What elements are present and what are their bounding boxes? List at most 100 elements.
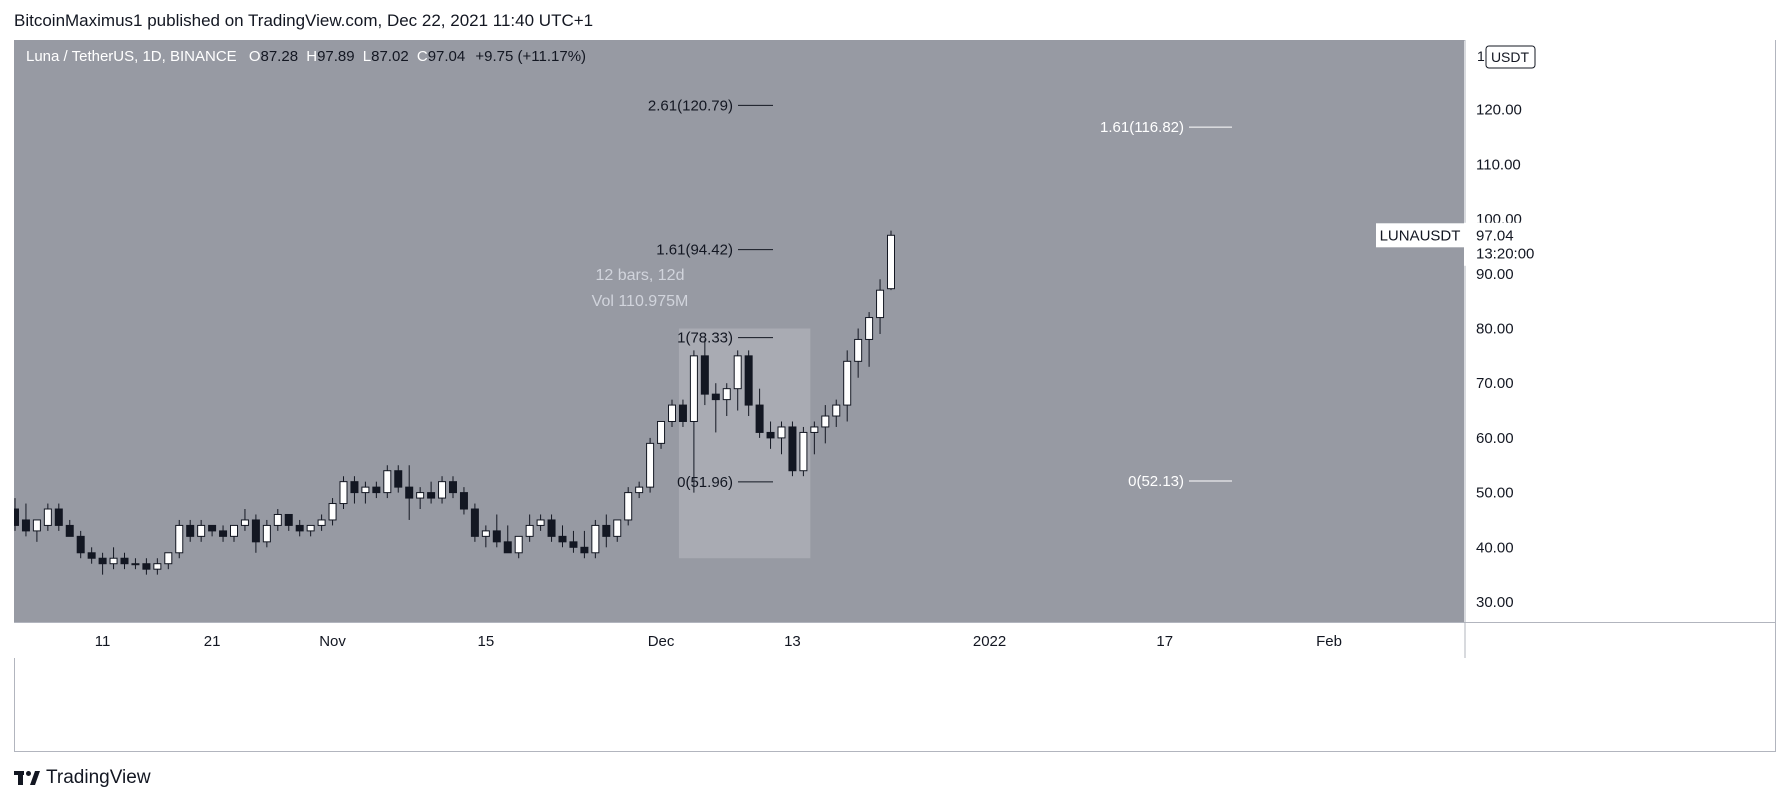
candle-body xyxy=(284,513,293,526)
candle-body xyxy=(142,563,151,570)
candle-body xyxy=(854,338,863,362)
candle-body xyxy=(832,404,841,417)
tradingview-logo-icon xyxy=(14,771,40,785)
last-price-badge xyxy=(1464,222,1552,266)
candle-body xyxy=(109,557,118,565)
fib-extension-right[interactable]: 1.61(116.82) 0(52.13) xyxy=(1100,119,1232,490)
candle-body xyxy=(306,524,315,532)
candle-body xyxy=(788,426,797,472)
bar-countdown: 13:20:00 xyxy=(1476,245,1534,262)
candle-body xyxy=(449,481,457,494)
candle-body xyxy=(21,519,30,532)
candle-body xyxy=(591,524,600,554)
time-tick-label: 21 xyxy=(204,633,221,650)
candle-body xyxy=(273,513,282,526)
candle-body xyxy=(668,404,676,422)
candle-body xyxy=(405,486,414,499)
candle-body xyxy=(821,415,830,428)
price-tick-label: 110.00 xyxy=(1476,156,1521,173)
symbol-title: Luna / TetherUS, 1D, BINANCE xyxy=(26,48,237,65)
candle-body xyxy=(733,355,742,390)
candle-body xyxy=(131,563,140,566)
fib-level-label: 0(52.13) xyxy=(1128,473,1184,490)
candle-body xyxy=(503,541,512,554)
price-tick-label: 70.00 xyxy=(1476,375,1514,392)
time-tick-label: Nov xyxy=(319,633,346,650)
price-axis[interactable] xyxy=(1465,40,1775,622)
candle-body xyxy=(383,470,392,494)
change-value: +9.75 (+11.17%) xyxy=(475,48,586,65)
candle-body xyxy=(219,530,228,537)
time-axis-ticks: 11 21 Nov 15 Dec 13 2022 17 Feb xyxy=(95,633,1342,650)
candle-body xyxy=(525,524,534,537)
candle-body xyxy=(394,470,403,488)
symbol-price-label xyxy=(1376,223,1464,248)
candle-body xyxy=(32,519,41,532)
time-tick-label: 13 xyxy=(784,633,801,650)
candle-body xyxy=(492,530,501,543)
candle-body xyxy=(865,317,874,340)
price-tick-label: 120.00 xyxy=(1476,102,1522,119)
candle-body xyxy=(76,535,85,554)
time-tick-label: Dec xyxy=(648,633,675,650)
candle-body xyxy=(624,492,633,521)
low-label: L xyxy=(363,48,371,65)
candle-body xyxy=(208,524,217,532)
candle-body xyxy=(613,519,622,537)
candle-body xyxy=(54,508,63,526)
candle-body xyxy=(427,492,436,499)
candle-body xyxy=(438,481,447,499)
candle-body xyxy=(635,486,644,494)
time-tick-label: 2022 xyxy=(973,633,1006,650)
candle-body xyxy=(175,524,184,554)
candle-body xyxy=(153,563,162,570)
fib-level-label: 1.61(116.82) xyxy=(1100,119,1184,136)
candle-body xyxy=(657,420,666,444)
fib-level-label: 0(51.96) xyxy=(677,474,733,491)
candle-body xyxy=(317,519,326,526)
candle-body xyxy=(711,393,720,401)
candle-body xyxy=(810,426,819,433)
price-tick-label: 60.00 xyxy=(1476,430,1514,447)
candle-body xyxy=(766,431,775,439)
candle-body xyxy=(120,557,129,565)
chart-header[interactable]: Luna / TetherUS, 1D, BINANCE O87.28 H97.… xyxy=(26,48,586,65)
range-bars-label: 12 bars, 12d xyxy=(596,267,685,284)
candle-body xyxy=(689,355,698,422)
candle-body xyxy=(700,355,709,395)
candle-body xyxy=(580,546,589,554)
price-tick-label: 50.00 xyxy=(1476,485,1514,502)
publisher-caption: BitcoinMaximus1 published on TradingView… xyxy=(14,11,594,30)
candle-body xyxy=(65,524,74,537)
footer-brand: TradingView xyxy=(46,767,151,788)
high-label: H xyxy=(306,48,317,65)
fib-level-label: 1.61(94.42) xyxy=(656,242,733,259)
candle-body xyxy=(164,552,173,565)
candle-body xyxy=(459,492,468,510)
footer-logo[interactable]: TradingView xyxy=(14,767,151,789)
currency-button[interactable] xyxy=(1485,45,1536,69)
candle-body xyxy=(481,530,490,537)
candle-body xyxy=(295,524,304,532)
candle-body xyxy=(887,234,895,290)
price-chart[interactable]: 12 bars, 12d Vol 110.975M 2.61(120.79) 1.… xyxy=(14,40,1776,752)
candle-body xyxy=(678,404,687,422)
candle-body xyxy=(186,524,195,537)
fib-extension-left[interactable]: 2.61(120.79) 1.61(94.42) 1(78.33) 0(51.96) xyxy=(648,97,773,491)
candle-body xyxy=(602,524,611,537)
candle-body xyxy=(547,519,556,537)
candle-body xyxy=(646,442,655,488)
candle-body xyxy=(350,481,359,494)
candle-body xyxy=(514,535,523,554)
time-tick-label: 15 xyxy=(478,633,495,650)
candle-body xyxy=(240,519,249,526)
scale-number[interactable]: 1 xyxy=(1477,48,1485,64)
candle-body xyxy=(197,524,206,537)
time-axis[interactable] xyxy=(14,623,1775,658)
low-value: 87.02 xyxy=(371,48,409,65)
candle-body xyxy=(328,503,337,521)
candle-body xyxy=(470,508,479,537)
open-label: O xyxy=(249,48,261,65)
candle-body xyxy=(755,404,764,433)
symbol-price-label-text: LUNAUSDT xyxy=(1380,227,1461,244)
